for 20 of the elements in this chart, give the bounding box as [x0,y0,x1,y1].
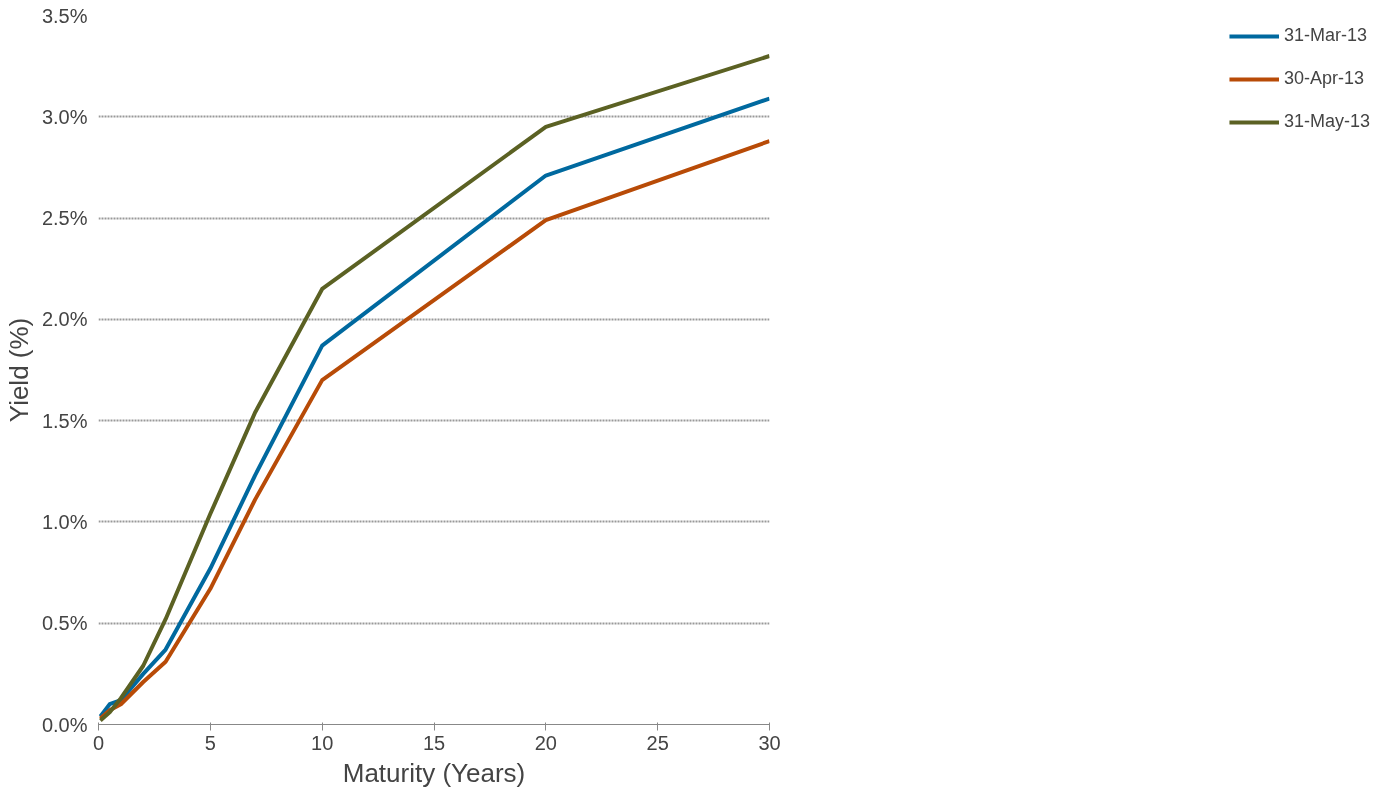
y-tick-label: 0.5% [41,612,88,635]
x-tick-label: 0 [92,731,105,754]
x-tick-label: 5 [204,731,216,754]
y-tick-label: 3.5% [41,4,88,27]
legend-label: 30-Apr-13 [1283,68,1364,89]
y-tick-label: 0.0% [41,713,88,736]
y-tick-label: 1.5% [41,409,88,432]
x-axis-title: Maturity (Years) [342,757,526,788]
y-tick-label: 2.5% [41,207,88,230]
y-axis-title: Yield (%) [3,317,34,423]
y-tick-label: 1.0% [41,510,88,533]
x-tick-label: 15 [422,731,446,754]
legend-label: 31-Mar-13 [1283,25,1367,46]
x-tick-label: 10 [311,731,334,754]
y-tick-label: 3.0% [41,105,88,128]
y-tick-label: 2.0% [41,308,88,331]
x-tick-label: 25 [646,731,669,754]
x-tick-label: 20 [534,731,557,754]
x-tick-label: 30 [758,731,781,754]
legend-label: 31-May-13 [1283,111,1370,132]
